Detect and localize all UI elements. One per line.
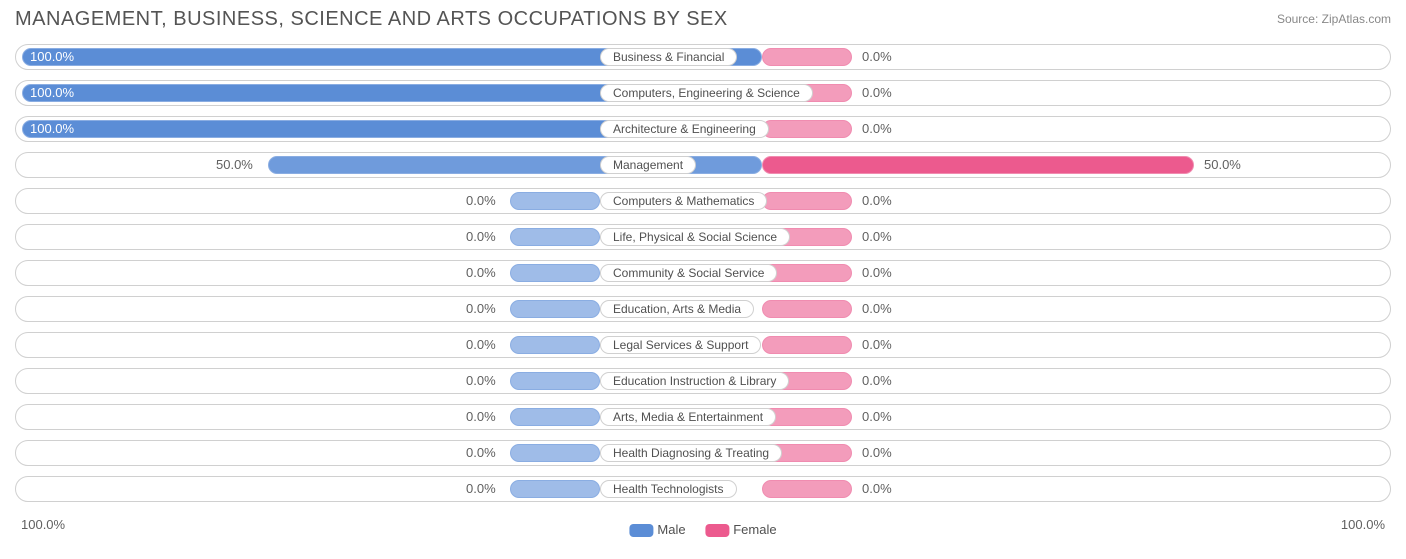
chart-row: 100.0% 0.0% Architecture & Engineering	[15, 116, 1391, 142]
chart-row: 0.0% 0.0% Legal Services & Support	[15, 332, 1391, 358]
chart-row: 50.0% 50.0% Management	[15, 152, 1391, 178]
chart-axis: 100.0% 100.0%	[15, 517, 1391, 537]
female-value: 0.0%	[862, 49, 892, 64]
female-value: 0.0%	[862, 481, 892, 496]
chart-row: 100.0% 0.0% Computers, Engineering & Scien…	[15, 80, 1391, 106]
male-value: 50.0%	[216, 157, 253, 172]
male-value: 100.0%	[30, 85, 74, 100]
male-bar	[510, 228, 600, 246]
female-bar	[762, 120, 852, 138]
female-value: 50.0%	[1204, 157, 1241, 172]
female-value: 0.0%	[862, 445, 892, 460]
category-label: Community & Social Service	[600, 264, 777, 282]
male-value: 0.0%	[466, 409, 496, 424]
chart-source: Source: ZipAtlas.com	[1277, 12, 1391, 26]
category-label: Education, Arts & Media	[600, 300, 754, 318]
female-bar	[762, 156, 1194, 174]
female-bar	[762, 192, 852, 210]
occupations-by-sex-chart: MANAGEMENT, BUSINESS, SCIENCE AND ARTS O…	[15, 0, 1391, 559]
male-value: 0.0%	[466, 481, 496, 496]
category-label: Computers & Mathematics	[600, 192, 767, 210]
male-value: 0.0%	[466, 445, 496, 460]
female-value: 0.0%	[862, 193, 892, 208]
axis-left-label: 100.0%	[21, 517, 65, 532]
axis-right-label: 100.0%	[1341, 517, 1385, 532]
female-value: 0.0%	[862, 337, 892, 352]
chart-row: 100.0% 0.0% Business & Financial	[15, 44, 1391, 70]
female-value: 0.0%	[862, 265, 892, 280]
female-value: 0.0%	[862, 373, 892, 388]
category-label: Arts, Media & Entertainment	[600, 408, 776, 426]
male-bar	[510, 264, 600, 282]
chart-row: 0.0% 0.0% Education, Arts & Media	[15, 296, 1391, 322]
chart-plot-area: 100.0% 0.0% Business & Financial 100.0% 0.0%…	[15, 44, 1391, 512]
male-value: 0.0%	[466, 301, 496, 316]
chart-row: 0.0% 0.0% Arts, Media & Entertainment	[15, 404, 1391, 430]
chart-row: 0.0% 0.0% Computers & Mathematics	[15, 188, 1391, 214]
male-value: 0.0%	[466, 337, 496, 352]
female-bar	[762, 336, 852, 354]
category-label: Health Technologists	[600, 480, 737, 498]
category-label: Life, Physical & Social Science	[600, 228, 790, 246]
female-bar	[762, 48, 852, 66]
chart-row: 0.0% 0.0% Health Diagnosing & Treating	[15, 440, 1391, 466]
category-label: Legal Services & Support	[600, 336, 761, 354]
male-bar	[510, 336, 600, 354]
category-label: Health Diagnosing & Treating	[600, 444, 782, 462]
female-bar	[762, 480, 852, 498]
male-value: 100.0%	[30, 49, 74, 64]
category-label: Management	[600, 156, 696, 174]
male-value: 0.0%	[466, 229, 496, 244]
male-value: 0.0%	[466, 373, 496, 388]
male-bar	[510, 444, 600, 462]
category-label: Education Instruction & Library	[600, 372, 789, 390]
male-bar	[510, 192, 600, 210]
chart-row: 0.0% 0.0% Education Instruction & Library	[15, 368, 1391, 394]
female-value: 0.0%	[862, 121, 892, 136]
male-value: 0.0%	[466, 265, 496, 280]
category-label: Architecture & Engineering	[600, 120, 769, 138]
female-value: 0.0%	[862, 301, 892, 316]
male-bar	[510, 300, 600, 318]
female-value: 0.0%	[862, 85, 892, 100]
male-bar	[510, 408, 600, 426]
female-value: 0.0%	[862, 409, 892, 424]
female-value: 0.0%	[862, 229, 892, 244]
category-label: Business & Financial	[600, 48, 737, 66]
chart-title: MANAGEMENT, BUSINESS, SCIENCE AND ARTS O…	[15, 8, 728, 31]
category-label: Computers, Engineering & Science	[600, 84, 813, 102]
male-bar	[510, 480, 600, 498]
chart-row: 0.0% 0.0% Health Technologists	[15, 476, 1391, 502]
chart-row: 0.0% 0.0% Community & Social Service	[15, 260, 1391, 286]
female-bar	[762, 300, 852, 318]
male-bar	[510, 372, 600, 390]
male-value: 100.0%	[30, 121, 74, 136]
male-value: 0.0%	[466, 193, 496, 208]
chart-row: 0.0% 0.0% Life, Physical & Social Science	[15, 224, 1391, 250]
